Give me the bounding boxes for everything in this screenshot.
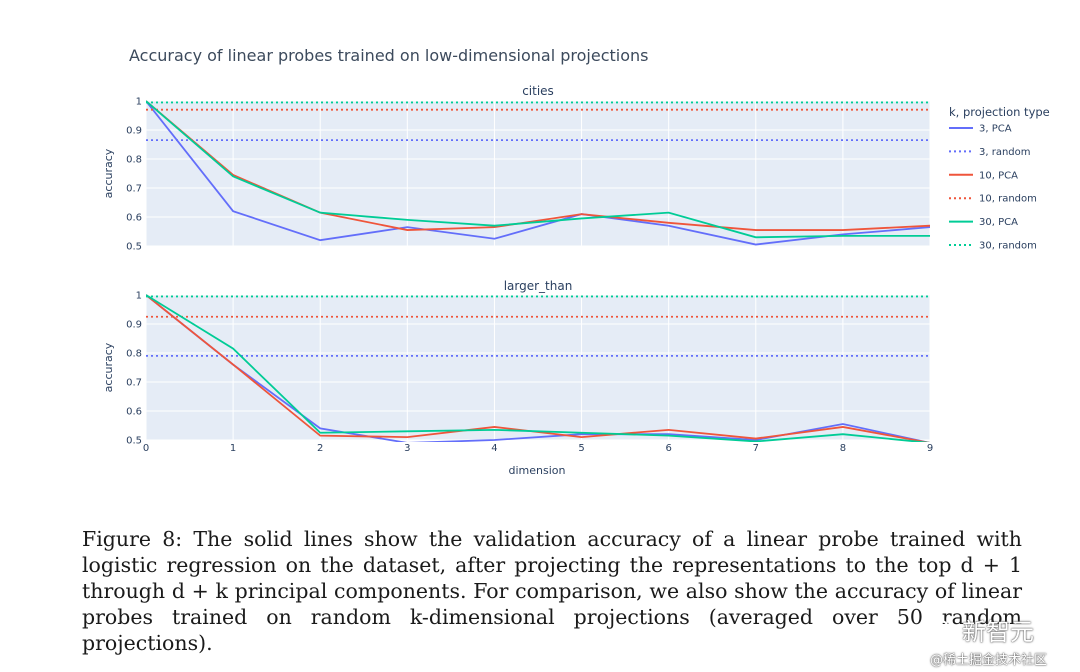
y-tick-label: 0.8 bbox=[126, 349, 142, 360]
x-tick-label: 1 bbox=[230, 443, 236, 454]
y-tick-label: 0.9 bbox=[126, 126, 142, 137]
series-line-30-pca bbox=[146, 294, 930, 442]
figure-caption: Figure 8: The solid lines show the valid… bbox=[82, 527, 1022, 655]
y-tick-label: 0.7 bbox=[126, 184, 142, 195]
legend-item-10-random[interactable]: 10, random bbox=[949, 194, 1037, 205]
y-tick-label: 0.9 bbox=[126, 320, 142, 331]
x-tick-label: 7 bbox=[753, 443, 759, 454]
y-tick-label: 0.5 bbox=[126, 242, 142, 253]
legend-label: 3, random bbox=[979, 147, 1031, 158]
x-axis-label: dimension bbox=[509, 464, 566, 477]
legend-label: 10, random bbox=[979, 194, 1037, 205]
panel-title: larger_than bbox=[504, 279, 573, 293]
y-tick-label: 0.6 bbox=[126, 213, 142, 224]
legend-item-3-pca[interactable]: 3, PCA bbox=[949, 124, 1012, 135]
legend-item-30-random[interactable]: 30, random bbox=[949, 241, 1037, 252]
x-tick-label: 4 bbox=[491, 443, 497, 454]
legend-label: 30, PCA bbox=[979, 217, 1018, 228]
legend-label: 3, PCA bbox=[979, 124, 1012, 135]
y-axis-label: accuracy bbox=[102, 342, 115, 392]
x-tick-label: 0 bbox=[143, 443, 149, 454]
chart: Accuracy of linear probes trained on low… bbox=[102, 46, 1050, 477]
x-tick-label: 5 bbox=[578, 443, 584, 454]
wechat-icon bbox=[927, 618, 954, 640]
legend-item-3-random[interactable]: 3, random bbox=[949, 147, 1031, 158]
legend-item-10-pca[interactable]: 10, PCA bbox=[949, 170, 1018, 181]
plot-background bbox=[146, 295, 930, 440]
legend-title: k, projection type bbox=[949, 105, 1050, 119]
y-tick-label: 0.6 bbox=[126, 407, 142, 418]
series-line-30-pca bbox=[146, 100, 930, 239]
panel-cities: 0.5 0.6 0.7 0.8 0.9 1 cities accuracy bbox=[102, 84, 931, 253]
chart-title: Accuracy of linear probes trained on low… bbox=[129, 46, 648, 65]
watermark-logo: 新智元 bbox=[926, 612, 1034, 647]
x-tick-label: 2 bbox=[317, 443, 323, 454]
y-axis-label: accuracy bbox=[102, 148, 115, 198]
panel-larger-than: 0.5 0.6 0.7 0.8 0.9 1 larger_than accuracy 0 1 2 3 4… bbox=[102, 279, 933, 454]
x-tick-label: 8 bbox=[840, 443, 846, 454]
x-tick-label: 6 bbox=[665, 443, 671, 454]
plot-background bbox=[146, 101, 930, 246]
y-tick-label: 0.7 bbox=[126, 378, 142, 389]
legend-label: 10, PCA bbox=[979, 170, 1018, 181]
y-tick-label: 0.5 bbox=[126, 436, 142, 447]
legend-item-30-pca[interactable]: 30, PCA bbox=[949, 217, 1018, 228]
watermark-site: @稀土掘金技术社区 bbox=[930, 653, 1048, 668]
panels: 0.50.60.70.80.91citiesaccuracy0.50.60.70… bbox=[102, 84, 933, 454]
x-tick-label: 3 bbox=[404, 443, 410, 454]
legend: k, projection type 3, PCA 3, random 10, PC… bbox=[949, 105, 1050, 252]
panel-title: cities bbox=[522, 84, 554, 98]
series-line-3-pca bbox=[146, 100, 930, 246]
y-tick-label: 1 bbox=[136, 97, 142, 108]
watermark-brand: 新智元 bbox=[962, 618, 1034, 646]
y-tick-label: 1 bbox=[136, 291, 142, 302]
legend-label: 30, random bbox=[979, 241, 1037, 252]
x-tick-label: 9 bbox=[927, 443, 933, 454]
y-tick-label: 0.8 bbox=[126, 155, 142, 166]
